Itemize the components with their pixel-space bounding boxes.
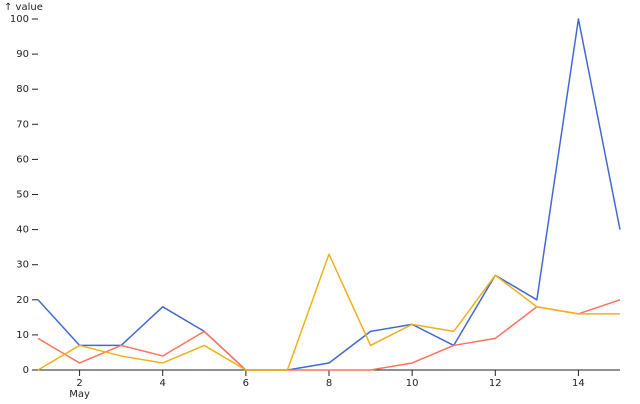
x-tick-label: 2 <box>76 378 82 389</box>
y-tick-label: 70 <box>16 119 29 130</box>
line-series <box>37 18 621 371</box>
y-tick-label: 100 <box>10 14 29 25</box>
x-month-label: May <box>69 389 90 400</box>
y-tick-label: 60 <box>16 154 29 165</box>
y-tick-label: 90 <box>16 49 29 60</box>
y-tick-label: 20 <box>16 295 29 306</box>
line-series <box>37 253 620 371</box>
x-tick-label: 10 <box>406 378 419 389</box>
x-tick-label: 12 <box>489 378 502 389</box>
y-tick-label: 0 <box>23 365 29 376</box>
x-tick-label: 4 <box>160 378 166 389</box>
y-tick-label: 10 <box>16 330 29 341</box>
x-tick-label: 6 <box>243 378 249 389</box>
x-tick-label: 14 <box>572 378 585 389</box>
y-tick-label: 50 <box>16 190 29 201</box>
y-tick-label: 30 <box>16 260 29 271</box>
line-series <box>37 299 621 371</box>
y-tick-label: 80 <box>16 84 29 95</box>
y-tick-label: 40 <box>16 225 29 236</box>
x-tick-label: 8 <box>326 378 332 389</box>
y-axis-label: ↑ value <box>4 2 43 13</box>
